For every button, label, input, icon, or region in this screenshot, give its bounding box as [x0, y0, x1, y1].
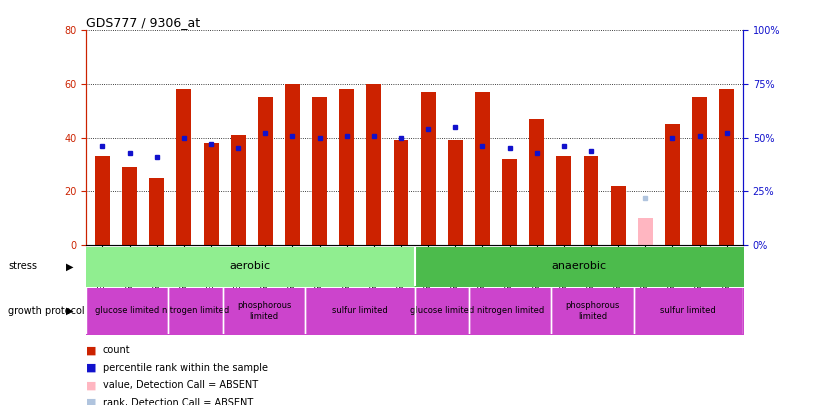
Text: ▶: ▶ [66, 306, 74, 316]
Bar [122, 167, 137, 245]
Text: sulfur limited: sulfur limited [660, 306, 716, 315]
Text: growth protocol: growth protocol [8, 306, 85, 316]
Text: stress: stress [8, 261, 37, 271]
Text: anaerobic: anaerobic [551, 261, 607, 271]
Bar [285, 84, 300, 245]
Bar [584, 156, 599, 245]
Bar [692, 98, 707, 245]
Bar [312, 98, 327, 245]
Bar [475, 92, 490, 245]
Bar [502, 159, 517, 245]
Bar [339, 90, 354, 245]
Bar [231, 135, 245, 245]
Text: GDS777 / 9306_at: GDS777 / 9306_at [86, 16, 200, 29]
Text: ■: ■ [86, 345, 97, 355]
Text: rank, Detection Call = ABSENT: rank, Detection Call = ABSENT [103, 398, 253, 405]
Text: aerobic: aerobic [230, 261, 271, 271]
Text: phosphorous
limited: phosphorous limited [237, 301, 291, 320]
Bar [420, 92, 436, 245]
Bar [366, 84, 382, 245]
Text: glucose limited: glucose limited [410, 306, 474, 315]
Bar [204, 143, 218, 245]
Bar [665, 124, 680, 245]
Bar [447, 141, 463, 245]
Text: ▶: ▶ [66, 261, 74, 271]
Bar [638, 218, 653, 245]
Text: percentile rank within the sample: percentile rank within the sample [103, 363, 268, 373]
Bar [177, 90, 191, 245]
Bar [393, 141, 409, 245]
Bar [95, 156, 110, 245]
Bar [557, 156, 571, 245]
Text: ■: ■ [86, 398, 97, 405]
Text: glucose limited: glucose limited [95, 306, 159, 315]
Text: count: count [103, 345, 131, 355]
Bar [530, 119, 544, 245]
Text: sulfur limited: sulfur limited [332, 306, 388, 315]
Bar [611, 186, 626, 245]
Text: ■: ■ [86, 363, 97, 373]
Text: nitrogen limited: nitrogen limited [162, 306, 229, 315]
Bar [258, 98, 273, 245]
Text: phosphorous
limited: phosphorous limited [566, 301, 620, 320]
Bar [149, 178, 164, 245]
Text: ■: ■ [86, 380, 97, 390]
Text: value, Detection Call = ABSENT: value, Detection Call = ABSENT [103, 380, 258, 390]
Bar [719, 90, 734, 245]
Text: nitrogen limited: nitrogen limited [477, 306, 544, 315]
